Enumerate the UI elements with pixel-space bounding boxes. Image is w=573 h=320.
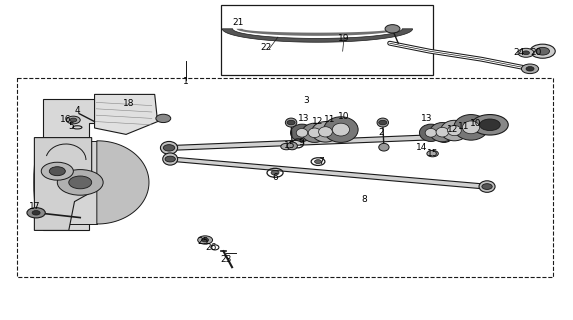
- Ellipse shape: [308, 128, 321, 138]
- Text: 18: 18: [123, 100, 135, 108]
- Ellipse shape: [302, 123, 327, 142]
- Ellipse shape: [436, 131, 452, 142]
- Text: 23: 23: [221, 255, 232, 264]
- Circle shape: [198, 236, 213, 244]
- Text: 11: 11: [458, 122, 470, 131]
- Ellipse shape: [312, 122, 339, 142]
- Text: 26: 26: [205, 244, 217, 252]
- Circle shape: [315, 160, 321, 164]
- Bar: [221, 5, 433, 75]
- Text: 12: 12: [447, 125, 458, 134]
- Text: 15: 15: [284, 141, 295, 150]
- Text: 20: 20: [530, 48, 541, 57]
- Ellipse shape: [436, 127, 449, 137]
- Bar: [17, 78, 553, 277]
- Text: 5: 5: [69, 122, 74, 131]
- Ellipse shape: [287, 142, 297, 150]
- Circle shape: [41, 162, 73, 180]
- Polygon shape: [34, 138, 92, 230]
- Circle shape: [530, 44, 555, 58]
- Circle shape: [281, 143, 292, 150]
- Circle shape: [271, 171, 279, 175]
- Text: 13: 13: [298, 114, 309, 123]
- Ellipse shape: [377, 118, 388, 127]
- Circle shape: [156, 114, 171, 123]
- Ellipse shape: [163, 153, 178, 165]
- Circle shape: [202, 238, 209, 242]
- Polygon shape: [97, 141, 149, 224]
- Circle shape: [32, 211, 40, 215]
- Text: 15: 15: [427, 149, 438, 158]
- Circle shape: [536, 47, 550, 55]
- Ellipse shape: [160, 141, 178, 154]
- Circle shape: [482, 184, 492, 189]
- Circle shape: [69, 176, 92, 189]
- Text: 17: 17: [29, 202, 40, 211]
- Ellipse shape: [454, 115, 488, 140]
- Text: 13: 13: [421, 114, 433, 123]
- Polygon shape: [169, 134, 447, 150]
- Circle shape: [518, 48, 534, 57]
- Circle shape: [523, 51, 529, 55]
- Ellipse shape: [379, 143, 389, 151]
- Polygon shape: [95, 94, 158, 134]
- Circle shape: [163, 145, 175, 151]
- Circle shape: [472, 115, 508, 135]
- Text: 12: 12: [312, 117, 324, 126]
- Ellipse shape: [479, 181, 495, 192]
- Circle shape: [521, 64, 539, 74]
- Text: 7: 7: [318, 157, 324, 166]
- Ellipse shape: [462, 121, 480, 134]
- Ellipse shape: [285, 118, 297, 127]
- Circle shape: [480, 119, 500, 131]
- Ellipse shape: [34, 141, 46, 224]
- Circle shape: [27, 208, 45, 218]
- Text: 6: 6: [272, 173, 278, 182]
- Text: 2: 2: [378, 128, 384, 137]
- Polygon shape: [169, 157, 490, 189]
- Circle shape: [526, 67, 534, 71]
- Text: 22: 22: [261, 44, 272, 52]
- Ellipse shape: [425, 128, 437, 137]
- Text: 19: 19: [338, 34, 350, 43]
- Text: 21: 21: [232, 18, 244, 27]
- Circle shape: [49, 167, 65, 176]
- Polygon shape: [222, 29, 413, 42]
- Polygon shape: [43, 99, 138, 230]
- Text: 14: 14: [415, 143, 427, 152]
- Ellipse shape: [319, 127, 332, 137]
- Circle shape: [287, 120, 295, 125]
- Text: 24: 24: [513, 48, 524, 57]
- Circle shape: [165, 156, 175, 162]
- Ellipse shape: [291, 124, 313, 141]
- Circle shape: [439, 134, 449, 140]
- Ellipse shape: [332, 123, 350, 136]
- Text: 10: 10: [470, 119, 481, 128]
- Text: 11: 11: [324, 116, 335, 124]
- Ellipse shape: [419, 124, 442, 141]
- Circle shape: [66, 116, 80, 124]
- Ellipse shape: [441, 120, 468, 141]
- Circle shape: [70, 118, 77, 122]
- Ellipse shape: [324, 117, 358, 142]
- Circle shape: [385, 25, 400, 33]
- Circle shape: [57, 170, 103, 195]
- Text: 4: 4: [74, 106, 80, 115]
- Ellipse shape: [296, 128, 308, 137]
- Circle shape: [379, 120, 387, 125]
- Text: 3: 3: [304, 96, 309, 105]
- Circle shape: [427, 150, 438, 157]
- Text: 10: 10: [338, 112, 350, 121]
- Polygon shape: [237, 29, 398, 36]
- Ellipse shape: [448, 125, 461, 136]
- Text: 25: 25: [198, 237, 209, 246]
- Ellipse shape: [430, 123, 455, 142]
- Text: 8: 8: [361, 196, 367, 204]
- Text: 1: 1: [183, 77, 189, 86]
- Text: 16: 16: [60, 116, 72, 124]
- Text: 9: 9: [298, 138, 304, 147]
- Bar: [40, 141, 97, 224]
